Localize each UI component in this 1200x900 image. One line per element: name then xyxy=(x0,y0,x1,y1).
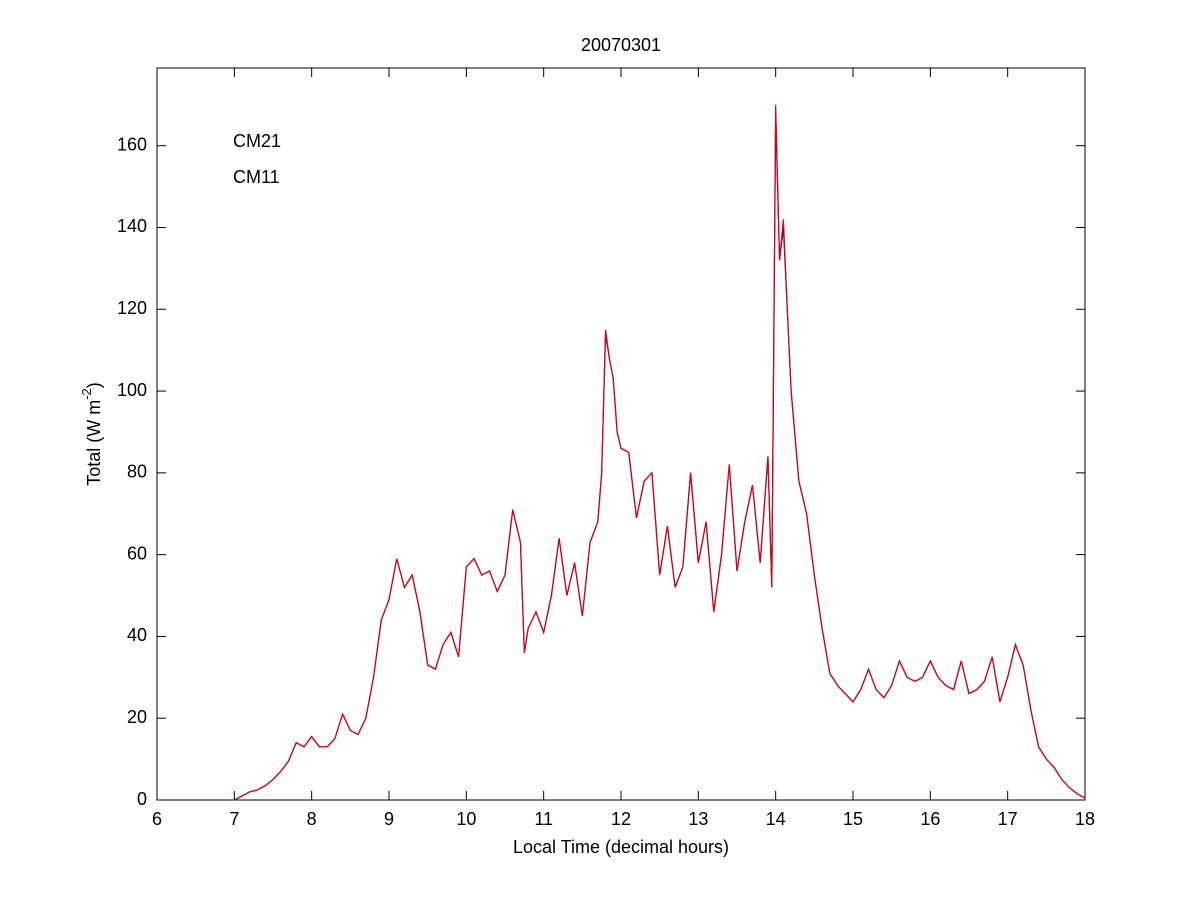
y-axis-label: Total (W m-2) xyxy=(79,382,103,486)
x-tick-label: 14 xyxy=(766,809,786,829)
y-tick-label: 100 xyxy=(117,380,147,400)
x-tick-label: 10 xyxy=(456,809,476,829)
y-tick-label: 60 xyxy=(127,543,147,563)
legend-entry: CM21 xyxy=(233,131,281,151)
plot-frame xyxy=(156,67,1086,801)
chart-title: 20070301 xyxy=(581,35,661,55)
x-tick-label: 13 xyxy=(688,809,708,829)
x-tick-label: 12 xyxy=(611,809,631,829)
x-tick-label: 9 xyxy=(384,809,394,829)
y-tick-label: 0 xyxy=(137,789,147,809)
y-tick-label: 40 xyxy=(127,625,147,645)
x-tick-label: 18 xyxy=(1075,809,1095,829)
x-tick-label: 7 xyxy=(229,809,239,829)
y-tick-label: 20 xyxy=(127,707,147,727)
y-tick-label: 80 xyxy=(127,462,147,482)
y-tick-label: 120 xyxy=(117,298,147,318)
x-axis-label: Local Time (decimal hours) xyxy=(513,837,729,857)
y-tick-label: 160 xyxy=(117,134,147,154)
y-axis-label-sup: -2 xyxy=(79,388,94,400)
x-tick-label: 17 xyxy=(998,809,1018,829)
x-tick-label: 16 xyxy=(920,809,940,829)
y-axis-label-part: ) xyxy=(84,382,104,388)
x-tick-label: 6 xyxy=(152,809,162,829)
legend-entry: CM11 xyxy=(233,167,280,187)
x-tick-label: 8 xyxy=(307,809,317,829)
x-tick-label: 15 xyxy=(843,809,863,829)
y-axis-label-part: Total (W m xyxy=(84,400,104,486)
x-tick-label: 11 xyxy=(534,809,553,829)
y-tick-label: 140 xyxy=(117,216,147,236)
series-line xyxy=(234,104,1086,801)
